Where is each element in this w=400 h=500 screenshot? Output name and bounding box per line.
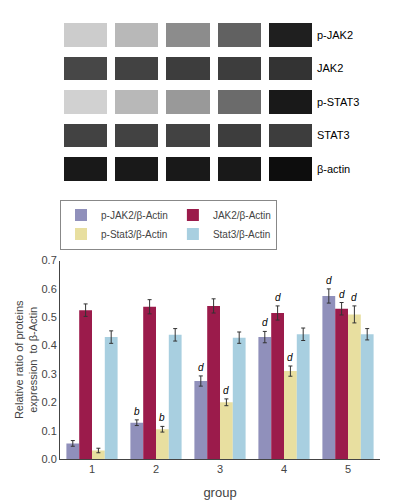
svg-text:b: b	[134, 406, 140, 417]
svg-text:Stat3/β-Actin: Stat3/β-Actin	[213, 229, 270, 240]
svg-text:d: d	[351, 292, 357, 303]
svg-text:2: 2	[153, 463, 159, 475]
svg-text:p-JAK2: p-JAK2	[317, 29, 353, 41]
svg-text:4: 4	[281, 463, 287, 475]
svg-text:1: 1	[89, 463, 95, 475]
svg-text:b: b	[159, 412, 165, 423]
svg-text:0.0: 0.0	[42, 453, 57, 465]
svg-text:d: d	[326, 275, 332, 286]
svg-text:d: d	[198, 362, 204, 373]
svg-text:0.6: 0.6	[42, 283, 57, 295]
svg-text:STAT3: STAT3	[317, 129, 350, 141]
svg-text:5: 5	[345, 463, 351, 475]
svg-text:3: 3	[217, 463, 223, 475]
svg-text:0.2: 0.2	[42, 396, 57, 408]
svg-text:p-Stat3/β-Actin: p-Stat3/β-Actin	[101, 229, 167, 240]
svg-text:0.5: 0.5	[42, 311, 57, 323]
svg-text:group: group	[203, 485, 236, 500]
svg-text:Relative ratio of proteinsexpr: Relative ratio of proteinsexpression to …	[13, 300, 39, 419]
svg-text:0.7: 0.7	[42, 254, 57, 266]
svg-text:0.4: 0.4	[42, 339, 57, 351]
svg-text:d: d	[275, 292, 281, 303]
svg-text:p-JAK2/β-Actin: p-JAK2/β-Actin	[101, 210, 168, 221]
svg-text:d: d	[223, 385, 229, 396]
svg-text:d: d	[262, 317, 268, 328]
svg-text:d: d	[339, 289, 345, 300]
svg-text:JAK2: JAK2	[317, 62, 343, 74]
svg-text:0.1: 0.1	[42, 425, 57, 437]
svg-text:β-actin: β-actin	[317, 163, 350, 175]
svg-text:JAK2/β-Actin: JAK2/β-Actin	[213, 210, 271, 221]
svg-text:0.3: 0.3	[42, 368, 57, 380]
svg-text:d: d	[287, 352, 293, 363]
svg-text:p-STAT3: p-STAT3	[317, 96, 359, 108]
